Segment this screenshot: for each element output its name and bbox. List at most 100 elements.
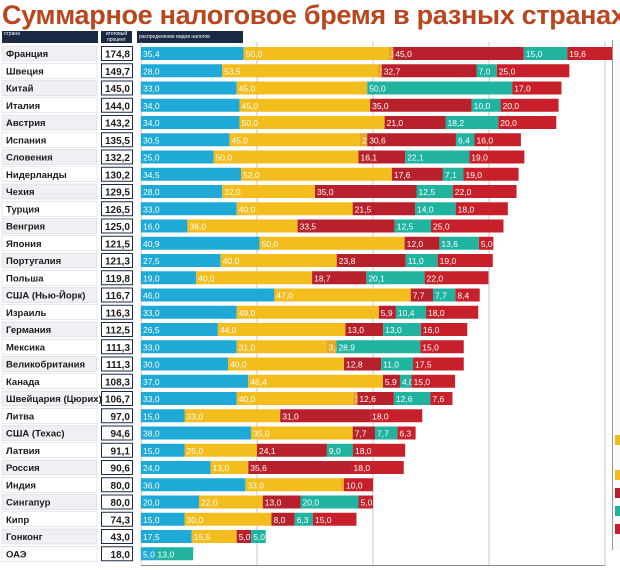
total-cell-inner [102,116,132,129]
segment-label: 31,0 [239,342,256,352]
bar-segment [416,185,453,198]
total-value: 94,6 [111,429,131,440]
country-cell [1,252,98,269]
bar-segment [141,426,252,440]
country-cell [1,442,98,458]
segment-label: 7,7 [377,429,389,439]
total-value: 106,7 [105,395,130,406]
bar-segment [141,64,223,78]
bar-segment [336,254,406,267]
total-value: 132,2 [105,153,130,164]
segment-label: 25,0 [499,66,516,76]
total-value: 129,5 [105,188,130,199]
segment-label: 26,5 [143,325,160,335]
country-label: США (Нью-Йорк) [6,290,85,302]
bar-segment [424,271,489,285]
segment-label: 7,1 [445,170,457,180]
segment-label: 50,0 [216,153,233,163]
country-label: Канада [6,377,40,388]
bar-row: Нидерланды 130,2 34,5 52,0 17,6 7,1 19,0 [1,166,519,182]
country-label: Австрия [6,118,46,129]
total-cell-inner [102,47,132,60]
total-cell-inner [102,288,132,302]
segment-label: 34,5 [143,170,160,180]
segment-label: 19,6 [569,49,586,59]
total-cell-inner [102,426,132,440]
segment-label: 47,0 [276,291,293,301]
bar-segment [141,47,244,60]
legend-swatch [615,524,620,534]
bar-segment [344,357,382,371]
segment-label: 5,9 [381,308,393,318]
total-value: 126,5 [105,205,130,216]
country-cell [1,183,98,200]
total-cell-inner [102,133,132,147]
segment-label: 15,0 [143,411,160,421]
total-value: 108,3 [105,377,130,388]
bar-segment [274,288,411,302]
bar-segment [378,305,396,319]
bar-segment [359,133,368,147]
bar-segment [155,547,194,561]
segment-label: 11,0 [383,360,399,370]
bar-segment [498,116,557,129]
segment-label: 40,9 [143,239,160,249]
segment-label: 40,0 [239,394,256,404]
bar-segment [141,167,242,181]
country-cell [1,235,98,251]
bar-segment [471,98,501,112]
country-cell [1,339,98,355]
country-label: Кипр [6,515,29,526]
bar-row: Австрия 143,2 34,0 50,0 21,0 18,2 20,0 [1,114,557,131]
segment-label: 49,0 [239,308,256,318]
bar-segment [326,340,337,354]
legend-swatch [615,506,620,516]
country-cell [1,477,98,493]
bar-segment [326,443,353,457]
segment-label: 18,7 [314,273,331,283]
bar-segment [236,392,353,405]
segment-label: 12,6 [359,394,376,404]
country-label: Турция [6,204,40,215]
segment-label: 18,0 [458,204,475,214]
segment-label: 19,0 [471,153,488,163]
country-label: Словения [6,153,53,164]
bar-segment [251,530,266,543]
segment-label: 18,2 [448,118,465,128]
bar-segment [228,357,344,371]
country-label: Россия [6,463,40,474]
segment-label: 24,0 [143,463,160,473]
legend-swatch [615,470,620,480]
bar-segment [463,167,519,181]
segment-label: 52,0 [243,170,260,180]
bar-segment [430,392,453,405]
country-label: Швеция [6,66,44,77]
total-cell-inner [102,547,132,561]
bar-segment [141,116,240,129]
total-value: 135,5 [105,136,130,147]
bar-segment [141,219,188,233]
segment-label: 5,0 [253,532,265,542]
segment-label: 16,1 [361,153,378,163]
segment-label: 19,0 [465,170,482,180]
bar-segment [394,219,431,233]
bar-segment [336,340,421,354]
segment-label: 20,0 [503,101,520,111]
bar-segment [384,116,446,129]
bar-row: Япония 121,5 40,9 50,0 12,0 13,6 5,0 [1,235,494,251]
segment-label: 35,4 [143,49,160,59]
segment-label: 13,0 [213,463,230,473]
total-value: 18,0 [111,550,131,561]
bar-segment [210,461,249,474]
segment-label: 16,0 [143,222,160,232]
segment-label: 45,0 [242,101,259,111]
bar-segment [236,81,368,95]
bar-segment [312,512,357,526]
bar-segment [236,340,327,354]
bar-segment [405,150,470,164]
country-label: ОАЭ [6,549,27,560]
bar-segment [271,512,295,526]
segment-label: 50,0 [246,49,263,59]
country-cell [1,425,98,441]
